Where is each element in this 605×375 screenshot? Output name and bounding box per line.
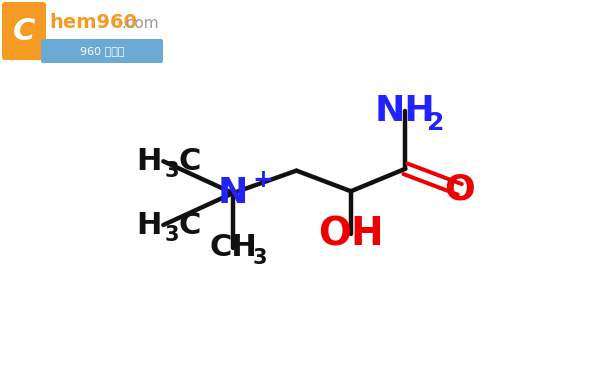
Text: 3: 3 — [165, 225, 179, 245]
Text: O: O — [445, 172, 475, 206]
Text: +: + — [252, 168, 273, 192]
Text: C: C — [13, 16, 35, 45]
Text: NH: NH — [375, 94, 436, 128]
Text: C: C — [178, 147, 201, 176]
Text: 3: 3 — [253, 248, 267, 267]
Text: 3: 3 — [165, 161, 179, 181]
Text: OH: OH — [318, 215, 384, 254]
Text: H: H — [136, 147, 162, 176]
Text: 2: 2 — [427, 111, 445, 135]
Text: H: H — [136, 210, 162, 240]
Text: CH: CH — [209, 233, 257, 262]
FancyBboxPatch shape — [41, 39, 163, 63]
FancyBboxPatch shape — [2, 2, 46, 60]
Text: C: C — [178, 210, 201, 240]
Text: 960 化工网: 960 化工网 — [80, 46, 124, 56]
Text: .com: .com — [121, 15, 159, 30]
Text: hem960: hem960 — [49, 13, 137, 33]
Text: N: N — [218, 176, 248, 210]
